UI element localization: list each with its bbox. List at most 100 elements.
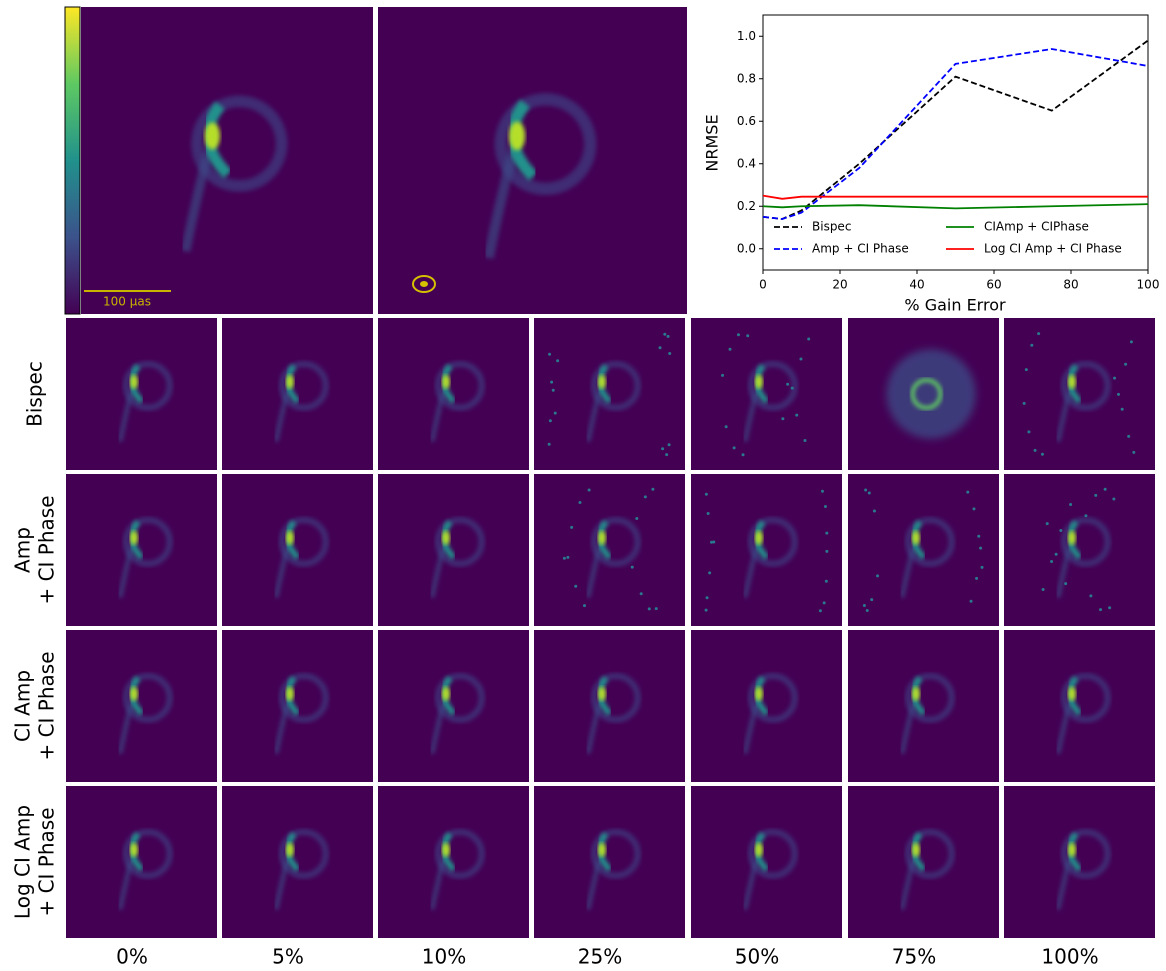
speckle: [578, 501, 581, 504]
speckle: [729, 348, 732, 351]
scale-label: 100 μas: [103, 295, 151, 309]
image-background: [848, 786, 999, 938]
image-background: [81, 7, 373, 314]
speckle: [868, 492, 871, 495]
speckle: [870, 598, 873, 601]
x-tick-label: 80: [1063, 278, 1078, 292]
speckle: [807, 338, 810, 341]
image-background: [534, 630, 685, 782]
hotspot: [598, 687, 606, 701]
image-background: [66, 318, 217, 470]
legend-label: Amp + CI Phase: [812, 242, 909, 256]
speckle: [799, 358, 802, 361]
speckle: [970, 600, 973, 603]
hotspot: [509, 122, 525, 150]
image-background: [1004, 630, 1155, 782]
speckle: [725, 425, 728, 428]
colorbar: [65, 7, 80, 314]
speckle: [556, 359, 559, 362]
hotspot: [130, 531, 138, 545]
hotspot: [286, 843, 294, 857]
speckle: [1030, 344, 1033, 347]
speckle: [981, 566, 984, 569]
speckle: [1041, 453, 1044, 456]
hotspot: [286, 687, 294, 701]
hotspot: [912, 531, 920, 545]
speckle: [705, 609, 708, 612]
hotspot: [442, 687, 450, 701]
hotspot: [1068, 843, 1076, 857]
speckle: [1023, 402, 1026, 405]
image-background: [1004, 474, 1155, 626]
speckle: [864, 488, 867, 491]
speckle: [570, 526, 573, 529]
image-background: [66, 474, 217, 626]
row-label: Bispec: [23, 361, 47, 427]
image-background: [691, 630, 842, 782]
speckle: [975, 577, 978, 580]
image-background: [1004, 786, 1155, 938]
hotspot: [755, 687, 763, 701]
image-background: [378, 630, 529, 782]
hotspot: [286, 375, 294, 389]
hotspot: [1068, 531, 1076, 545]
speckle: [574, 585, 577, 588]
image-background: [222, 630, 373, 782]
speckle: [803, 439, 806, 442]
speckle: [705, 493, 708, 496]
column-label: 0%: [116, 945, 148, 969]
speckle: [1046, 522, 1049, 525]
hotspot: [442, 375, 450, 389]
speckle: [1121, 408, 1124, 411]
speckle: [825, 550, 828, 553]
y-tick-label: 0.2: [737, 199, 756, 213]
speckle: [548, 353, 551, 356]
speckle: [825, 580, 828, 583]
image-background: [66, 786, 217, 938]
speckle: [635, 517, 638, 520]
speckle: [552, 389, 555, 392]
y-tick-label: 0.4: [737, 156, 756, 170]
speckle: [644, 495, 647, 498]
hotspot: [1068, 687, 1076, 701]
speckle: [1117, 393, 1120, 396]
speckle: [668, 352, 671, 355]
speckle: [1059, 529, 1062, 532]
legend-label: Bispec: [812, 220, 851, 234]
beam-core: [420, 281, 428, 287]
hotspot: [755, 375, 763, 389]
speckle: [661, 447, 664, 450]
speckle: [1084, 514, 1087, 517]
speckle: [733, 446, 736, 449]
y-tick-label: 0.8: [737, 71, 756, 85]
speckle: [663, 333, 666, 336]
speckle: [665, 453, 668, 456]
hotspot: [755, 531, 763, 545]
speckle: [795, 414, 798, 417]
y-tick-label: 1.0: [737, 29, 756, 43]
image-background: [222, 786, 373, 938]
speckle: [648, 607, 651, 610]
image-background: [222, 474, 373, 626]
speckle: [1094, 494, 1097, 497]
speckle: [588, 488, 591, 491]
speckle: [1130, 340, 1133, 343]
speckle: [1124, 363, 1127, 366]
hotspot: [130, 375, 138, 389]
hotspot: [286, 531, 294, 545]
row-label: Log CI Amp: [11, 805, 35, 919]
speckle: [1055, 553, 1058, 556]
hotspot: [912, 687, 920, 701]
speckle: [566, 556, 569, 559]
image-background: [378, 786, 529, 938]
row-label: CI Amp: [11, 670, 35, 742]
speckle: [548, 443, 551, 446]
hotspot: [442, 531, 450, 545]
speckle: [550, 381, 553, 384]
halo: [886, 349, 975, 438]
hotspot: [755, 843, 763, 857]
column-label: 100%: [1041, 945, 1098, 969]
hotspot: [205, 122, 220, 149]
image-background: [691, 318, 842, 470]
hotspot: [442, 843, 450, 857]
